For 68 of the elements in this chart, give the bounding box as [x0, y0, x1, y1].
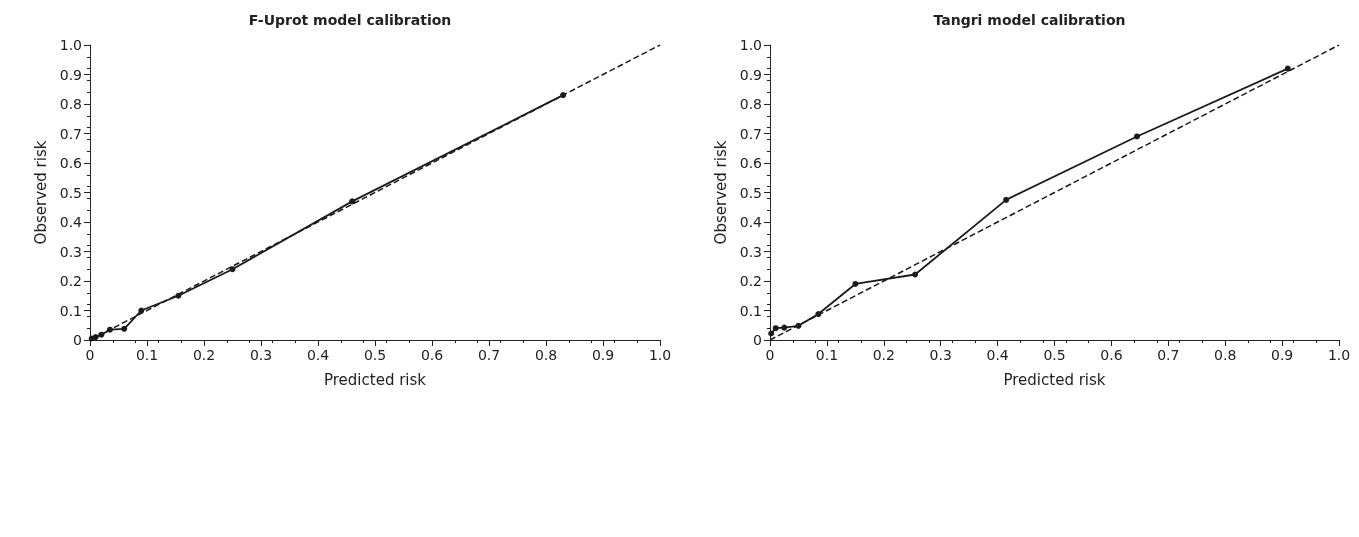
point	[1284, 65, 1291, 72]
x-tick-label: 1.0	[648, 347, 672, 363]
y-tick-label: 0.2	[59, 273, 82, 289]
point	[795, 322, 802, 329]
y-tick-label: 0.3	[59, 243, 82, 260]
x-tick-label: 0	[85, 347, 95, 363]
x-tick-label: 0.1	[135, 347, 159, 363]
y-axis-title: Observed risk	[32, 140, 51, 245]
y-tick-label: 0.2	[739, 273, 762, 289]
chart-title: Tangri model calibration	[933, 12, 1126, 28]
x-tick-label: 0.5	[1043, 347, 1066, 363]
y-tick-label: 0.4	[59, 214, 83, 230]
x-tick-label: 0.2	[192, 347, 216, 363]
point	[121, 325, 128, 332]
x-tick-label: 0.3	[249, 347, 273, 363]
x-tick-label: 0.7	[1157, 347, 1180, 363]
y-tick-label: 0.5	[59, 184, 82, 201]
x-tick-label: 1.0	[1327, 347, 1351, 363]
y-tick-label: 1.0	[59, 37, 82, 53]
x-tick-label: 0	[765, 347, 775, 363]
y-tick-label: 0	[753, 332, 762, 348]
x-tick-label: 0.5	[363, 347, 387, 363]
y-tick-label: 0.6	[739, 155, 763, 171]
y-tick-label: 0.9	[59, 66, 82, 83]
point	[768, 330, 775, 337]
x-tick-label: 0.4	[986, 347, 1009, 363]
y-tick-label: 0.7	[739, 125, 762, 142]
y-tick-label: 0.6	[59, 155, 83, 171]
point	[781, 324, 788, 331]
x-tick-label: 0.2	[872, 347, 895, 363]
y-tick-label: 0.9	[739, 66, 762, 83]
y-tick-label: 0.7	[59, 125, 82, 142]
y-tick-label: 0.8	[59, 96, 82, 112]
point	[106, 326, 113, 333]
point	[852, 280, 859, 287]
point	[175, 292, 182, 299]
point	[98, 331, 105, 338]
point	[1003, 196, 1010, 203]
point	[560, 92, 567, 99]
y-tick-label: 1.0	[739, 37, 762, 53]
x-tick-label: 0.6	[420, 347, 444, 363]
x-tick-label: 0.7	[477, 347, 501, 363]
point	[1134, 133, 1141, 140]
y-tick-label: 0.8	[739, 96, 762, 112]
point	[772, 325, 779, 332]
chart-title: F-Uprot model calibration	[248, 12, 452, 28]
point	[92, 334, 99, 341]
x-tick-label: 0.6	[1100, 347, 1123, 363]
point	[349, 198, 356, 205]
y-tick-label: 0.3	[739, 243, 762, 260]
x-tick-label: 0.8	[1214, 347, 1237, 363]
x-tick-label: 0.8	[534, 347, 558, 363]
y-tick-label: 0	[73, 332, 82, 348]
y-tick-label: 0.5	[739, 184, 762, 201]
y-tick-label: 0.4	[739, 214, 763, 230]
y-tick-label: 0.1	[59, 302, 82, 319]
x-axis-title: Predicted risk	[1003, 370, 1106, 389]
x-tick-label: 0.9	[591, 347, 615, 363]
x-axis-title: Predicted risk	[323, 370, 427, 389]
point	[815, 311, 822, 318]
x-tick-label: 0.3	[929, 347, 952, 363]
x-tick-label: 0.4	[306, 347, 330, 363]
y-tick-label: 0.1	[739, 302, 762, 319]
point	[229, 266, 236, 273]
x-tick-label: 0.1	[815, 347, 839, 363]
point	[912, 271, 919, 278]
x-tick-label: 0.9	[1270, 347, 1294, 363]
y-axis-title: Observed risk	[712, 140, 731, 245]
